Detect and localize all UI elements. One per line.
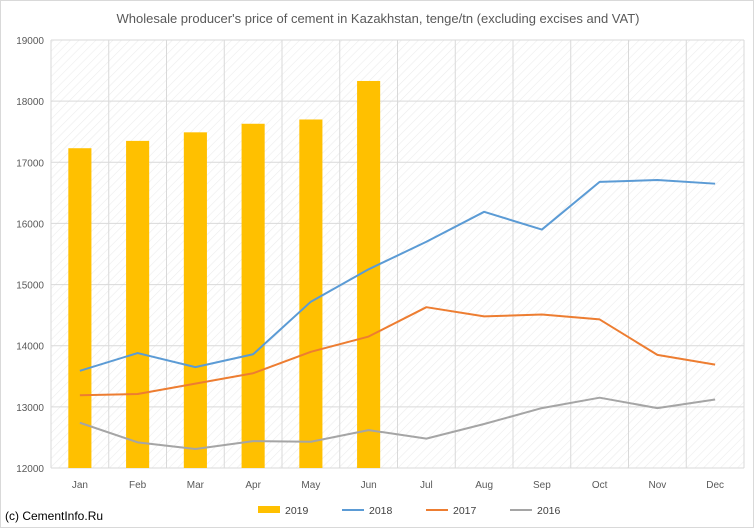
- chart-title: Wholesale producer's price of cement in …: [116, 11, 640, 26]
- x-tick-label: Feb: [129, 480, 147, 491]
- y-tick-label: 13000: [16, 403, 44, 414]
- x-tick-label: Aug: [475, 480, 493, 491]
- x-tick-label: Jun: [361, 480, 377, 491]
- line-2016: [79, 396, 716, 451]
- y-tick-label: 17000: [16, 158, 44, 169]
- x-tick-label: Mar: [187, 480, 205, 491]
- x-axis: Jan Feb Mar Apr May Jun Jul Aug Sep Oct Nov Dec: [72, 480, 724, 491]
- y-tick-label: 15000: [16, 281, 44, 292]
- legend-label-2016: 2016: [537, 505, 561, 517]
- bar-2019: [68, 148, 92, 469]
- x-tick-label: Jan: [72, 480, 88, 491]
- line-series: [79, 179, 716, 451]
- y-tick-label: 16000: [16, 219, 44, 230]
- line-2017: [79, 306, 716, 397]
- legend: 2019 2018 2017 2016: [258, 505, 561, 517]
- legend-label-2018: 2018: [369, 505, 393, 517]
- legend-swatch-2019: [258, 506, 280, 513]
- copyright-text: (c) CementInfo.Ru: [5, 509, 104, 523]
- bar-2019: [241, 123, 265, 468]
- legend-label-2017: 2017: [453, 505, 477, 517]
- y-axis: 12000 13000 14000 15000 16000 17000 18000 19000: [16, 36, 44, 475]
- y-tick-label: 19000: [16, 36, 44, 47]
- y-tick-label: 14000: [16, 342, 44, 353]
- x-tick-label: Oct: [592, 480, 608, 491]
- legend-label-2019: 2019: [285, 505, 309, 517]
- y-tick-label: 18000: [16, 97, 44, 108]
- gridlines: [50, 39, 745, 469]
- x-tick-label: Apr: [245, 480, 261, 491]
- line-2018: [79, 179, 716, 372]
- x-tick-label: Jul: [420, 480, 433, 491]
- bar-2019: [299, 119, 323, 468]
- bar-series: [68, 80, 381, 469]
- x-tick-label: Sep: [533, 480, 551, 491]
- bar-2019: [357, 80, 381, 469]
- x-tick-label: May: [301, 480, 320, 491]
- bar-2019: [126, 140, 150, 468]
- bar-2019: [183, 132, 207, 468]
- x-tick-label: Dec: [706, 480, 724, 491]
- x-tick-label: Nov: [648, 480, 666, 491]
- y-tick-label: 12000: [16, 464, 44, 475]
